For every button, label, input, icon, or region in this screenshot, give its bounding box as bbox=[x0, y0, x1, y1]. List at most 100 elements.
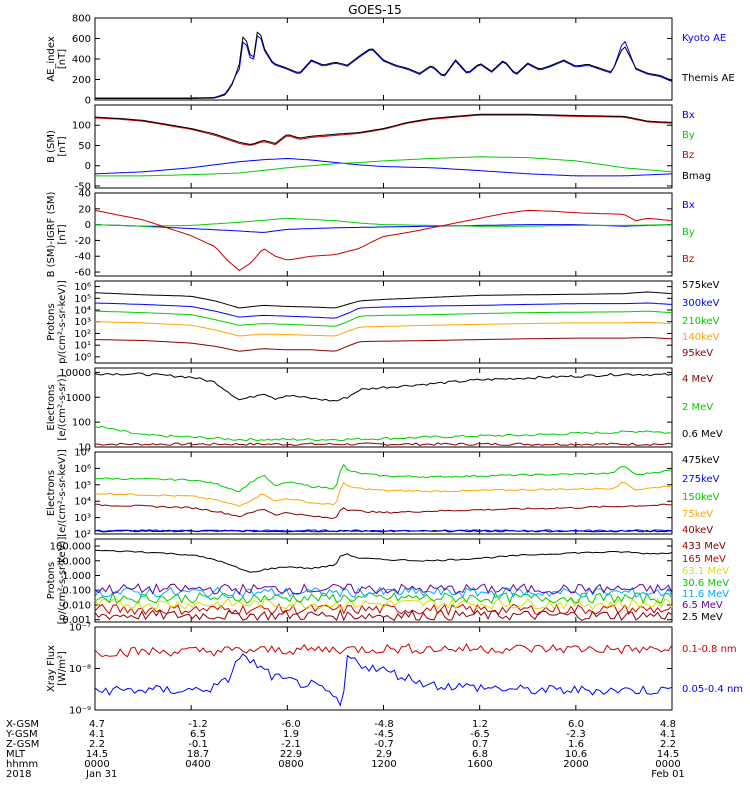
orbit-value: 0800 bbox=[278, 759, 303, 770]
y-tick-label: -60 bbox=[75, 268, 91, 279]
orbit-value: -1.2 bbox=[188, 719, 208, 730]
orbit-value: 0000 bbox=[655, 759, 680, 770]
series-433-mev bbox=[94, 608, 673, 622]
series-150kev bbox=[94, 463, 673, 493]
legend-entry: Bx bbox=[682, 200, 695, 211]
legend-entry: 575keV bbox=[682, 280, 720, 291]
y-tick-label: 10³ bbox=[74, 513, 91, 524]
legend-entry: 95keV bbox=[682, 348, 713, 359]
orbit-value: 1600 bbox=[467, 759, 492, 770]
series-575kev bbox=[94, 291, 673, 309]
legend-entry: 433 MeV bbox=[682, 541, 726, 552]
y-axis-label: Xray Flux[W/m²] bbox=[46, 645, 68, 692]
legend-entry: 4 MeV bbox=[682, 374, 713, 385]
orbit-row-label: X-GSM bbox=[6, 719, 39, 730]
legend-entry: 300keV bbox=[682, 298, 720, 309]
y-tick-label: 10⁵ bbox=[74, 480, 91, 491]
y-tick-label: 1000 bbox=[66, 393, 91, 404]
y-tick-label: 0.010 bbox=[62, 600, 91, 611]
series-140kev bbox=[94, 321, 673, 337]
y-axis-label: B (SM)[nT] bbox=[46, 130, 68, 163]
y-tick-label: 100 bbox=[72, 121, 91, 132]
series-0-05-0-4-nm bbox=[94, 653, 673, 707]
series-165-mev bbox=[94, 603, 673, 617]
y-axis-label: Electrons[e/(cm²-s-sr)] bbox=[46, 374, 68, 440]
y-tick-label: 10⁶ bbox=[74, 464, 91, 475]
orbit-value: 1200 bbox=[371, 759, 396, 770]
series-bx bbox=[94, 157, 673, 177]
series-0-1-0-8-nm bbox=[94, 643, 673, 658]
orbit-value: 6.0 bbox=[568, 719, 584, 730]
y-tick-label: 10⁻⁹ bbox=[69, 706, 91, 717]
series-40kev bbox=[95, 503, 673, 519]
orbit-value: -4.8 bbox=[374, 719, 394, 730]
y-axis-label: Electrons[e/(cm²-s-sr-keV)] bbox=[46, 449, 68, 537]
orbit-value: -4.5 bbox=[374, 729, 394, 740]
y-tick-label: 800 bbox=[72, 14, 91, 25]
orbit-value: 4.1 bbox=[660, 729, 676, 740]
legend-entry: Bz bbox=[682, 150, 694, 161]
series-11-6-mev bbox=[94, 586, 673, 599]
orbit-value: Jan 31 bbox=[85, 769, 117, 780]
series-by bbox=[94, 217, 673, 227]
orbit-value: 14.5 bbox=[86, 749, 108, 760]
y-tick-label: 200 bbox=[72, 75, 91, 86]
series-95kev bbox=[95, 336, 673, 352]
panel-electrons_lo: 10² 10³ 10⁴ 10⁵ 10⁶ 10⁷ Electrons[e/(cm²-s-sr-… bbox=[46, 448, 720, 541]
panel-bsm: -50 0 50 100 B (SM)[nT] Bx By Bz Bmag bbox=[46, 104, 711, 192]
legend-entry: Bmag bbox=[682, 171, 711, 182]
orbit-value: 4.7 bbox=[89, 719, 105, 730]
legend-entry: 6.5 MeV bbox=[682, 600, 723, 611]
orbit-value: 18.7 bbox=[187, 749, 209, 760]
orbit-row-label: hhmm bbox=[6, 759, 38, 770]
y-tick-label: 100 bbox=[72, 418, 91, 429]
legend-entry: 275keV bbox=[682, 474, 720, 485]
orbit-value: 2.2 bbox=[89, 739, 105, 750]
series-bz bbox=[94, 114, 673, 146]
orbit-value: -0.1 bbox=[188, 739, 208, 750]
series-kyoto-ae bbox=[95, 35, 673, 99]
orbit-value: 22.9 bbox=[280, 749, 302, 760]
series-by bbox=[95, 156, 673, 177]
series-6-5-mev bbox=[94, 583, 673, 596]
y-tick-label: 10⁰ bbox=[74, 352, 91, 363]
orbit-value: 2.2 bbox=[660, 739, 676, 750]
y-tick-label: 20 bbox=[78, 204, 91, 215]
series-4-mev bbox=[94, 442, 673, 446]
legend-entry: 0.05-0.4 nm bbox=[682, 684, 743, 695]
legend-entry: 2.5 MeV bbox=[682, 612, 723, 623]
legend-entry: Themis AE bbox=[681, 73, 735, 84]
legend-entry: 75keV bbox=[682, 509, 713, 520]
panel-ae: 0 200 400 600 800 AE_index[nT] Kyoto AE Themis … bbox=[46, 14, 735, 107]
y-tick-label: 10⁵ bbox=[74, 294, 91, 305]
y-tick-label: 50 bbox=[78, 141, 91, 152]
y-tick-label: 400 bbox=[72, 55, 91, 66]
legend-entry: Bz bbox=[682, 254, 694, 265]
y-tick-label: 0 bbox=[85, 96, 91, 107]
orbit-value: -2.3 bbox=[566, 729, 586, 740]
figure-title: GOES-15 bbox=[348, 3, 402, 17]
series-2-mev bbox=[94, 425, 673, 442]
series-275kev bbox=[94, 529, 673, 533]
series-63-1-mev bbox=[94, 597, 673, 610]
series-210kev bbox=[94, 310, 673, 327]
y-tick-label: 0.001 bbox=[62, 615, 91, 626]
y-tick-label: -40 bbox=[75, 252, 91, 263]
legend-entry: 2 MeV bbox=[682, 402, 713, 413]
orbit-row-label: 2018 bbox=[6, 769, 31, 780]
legend-entry: 30.6 MeV bbox=[682, 578, 729, 589]
orbit-value: 10.6 bbox=[565, 749, 587, 760]
orbit-value: -6.0 bbox=[281, 719, 301, 730]
legend-entry: 210keV bbox=[682, 316, 720, 327]
y-axis-label: Protons[p/(cm²-s-sr-keV)] bbox=[46, 537, 68, 625]
series-bx bbox=[94, 224, 673, 233]
orbit-value: 1.9 bbox=[283, 729, 299, 740]
orbit-value: 4.8 bbox=[660, 719, 676, 730]
series-bmag bbox=[94, 113, 673, 145]
legend-entry: 0.1-0.8 nm bbox=[682, 644, 737, 655]
series-300kev bbox=[94, 302, 673, 319]
